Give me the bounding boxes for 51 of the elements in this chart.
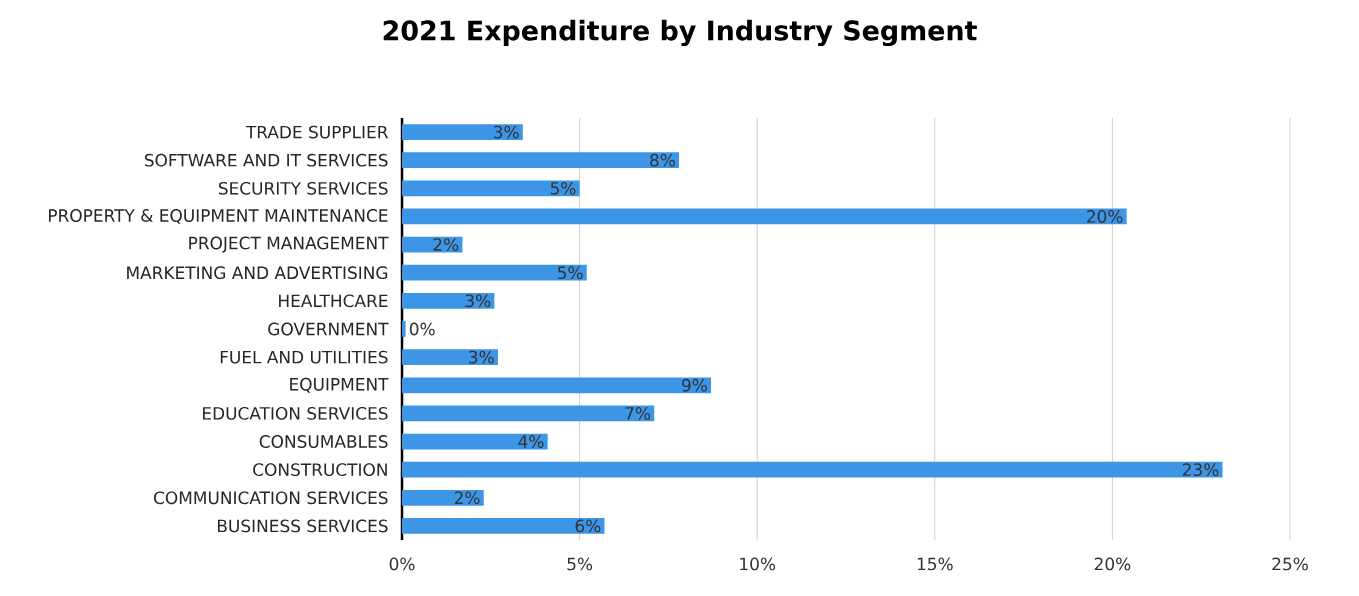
y-tick-label: CONSTRUCTION [253,463,387,477]
bar [402,461,1223,478]
data-label: 2% [454,491,480,505]
bar [402,405,655,422]
y-tick-label: FUEL AND UTILITIES [220,350,388,364]
y-tick-label: COMMUNICATION SERVICES [154,491,388,505]
x-tick-label: 0% [389,557,415,571]
y-tick-label: TRADE SUPPLIER [245,125,389,139]
data-label: 23% [1182,463,1219,477]
data-label: 3% [469,350,494,364]
y-tick-label: EDUCATION SERVICES [203,406,388,420]
data-label: 2% [433,238,459,251]
bar [402,489,484,506]
y-tick-label: SECURITY SERVICES [218,181,388,195]
data-label: 20% [1087,210,1123,223]
y-tick-label: CONSUMABLES [259,435,388,448]
data-label: 5% [550,181,576,195]
bar [402,180,580,197]
data-label: 3% [465,294,491,308]
bar [402,124,523,140]
data-label: 5% [557,266,583,280]
y-tick-label: PROJECT MANAGEMENT [189,236,389,253]
y-tick-label: MARKETING AND ADVERTISING [127,266,388,280]
y-tick-label: HEALTHCARE [279,294,388,308]
x-tick-label: 20% [1094,557,1131,571]
bar [402,518,605,534]
bar [402,377,712,394]
y-tick-label: BUSINESS SERVICES [217,519,388,533]
data-label: 9% [682,378,707,392]
bar [402,349,498,365]
bar [402,433,548,450]
data-label: 8% [650,153,675,167]
data-label: 7% [625,406,651,420]
bar [402,208,1127,225]
x-tick-label: 5% [567,557,593,571]
data-label: 3% [494,125,519,139]
x-tick-label: 15% [917,557,953,571]
y-tick-label: GOVERNMENT [268,322,389,336]
chart-title: 2021 Expenditure by Industry Segment [383,19,977,47]
x-tick-label: 10% [740,557,776,571]
bar [402,264,587,281]
y-tick-label: EQUIPMENT [290,377,389,393]
x-tick-label: 25% [1272,557,1308,571]
y-tick-label: SOFTWARE AND IT SERVICES [144,153,388,167]
data-label: 6% [575,519,601,533]
bar [402,292,495,309]
data-label: 0% [409,322,435,336]
data-label: 4% [518,435,544,448]
y-tick-label: PROPERTY & EQUIPMENT MAINTENANCE [49,209,388,224]
bar [402,152,680,169]
bar [402,321,406,337]
